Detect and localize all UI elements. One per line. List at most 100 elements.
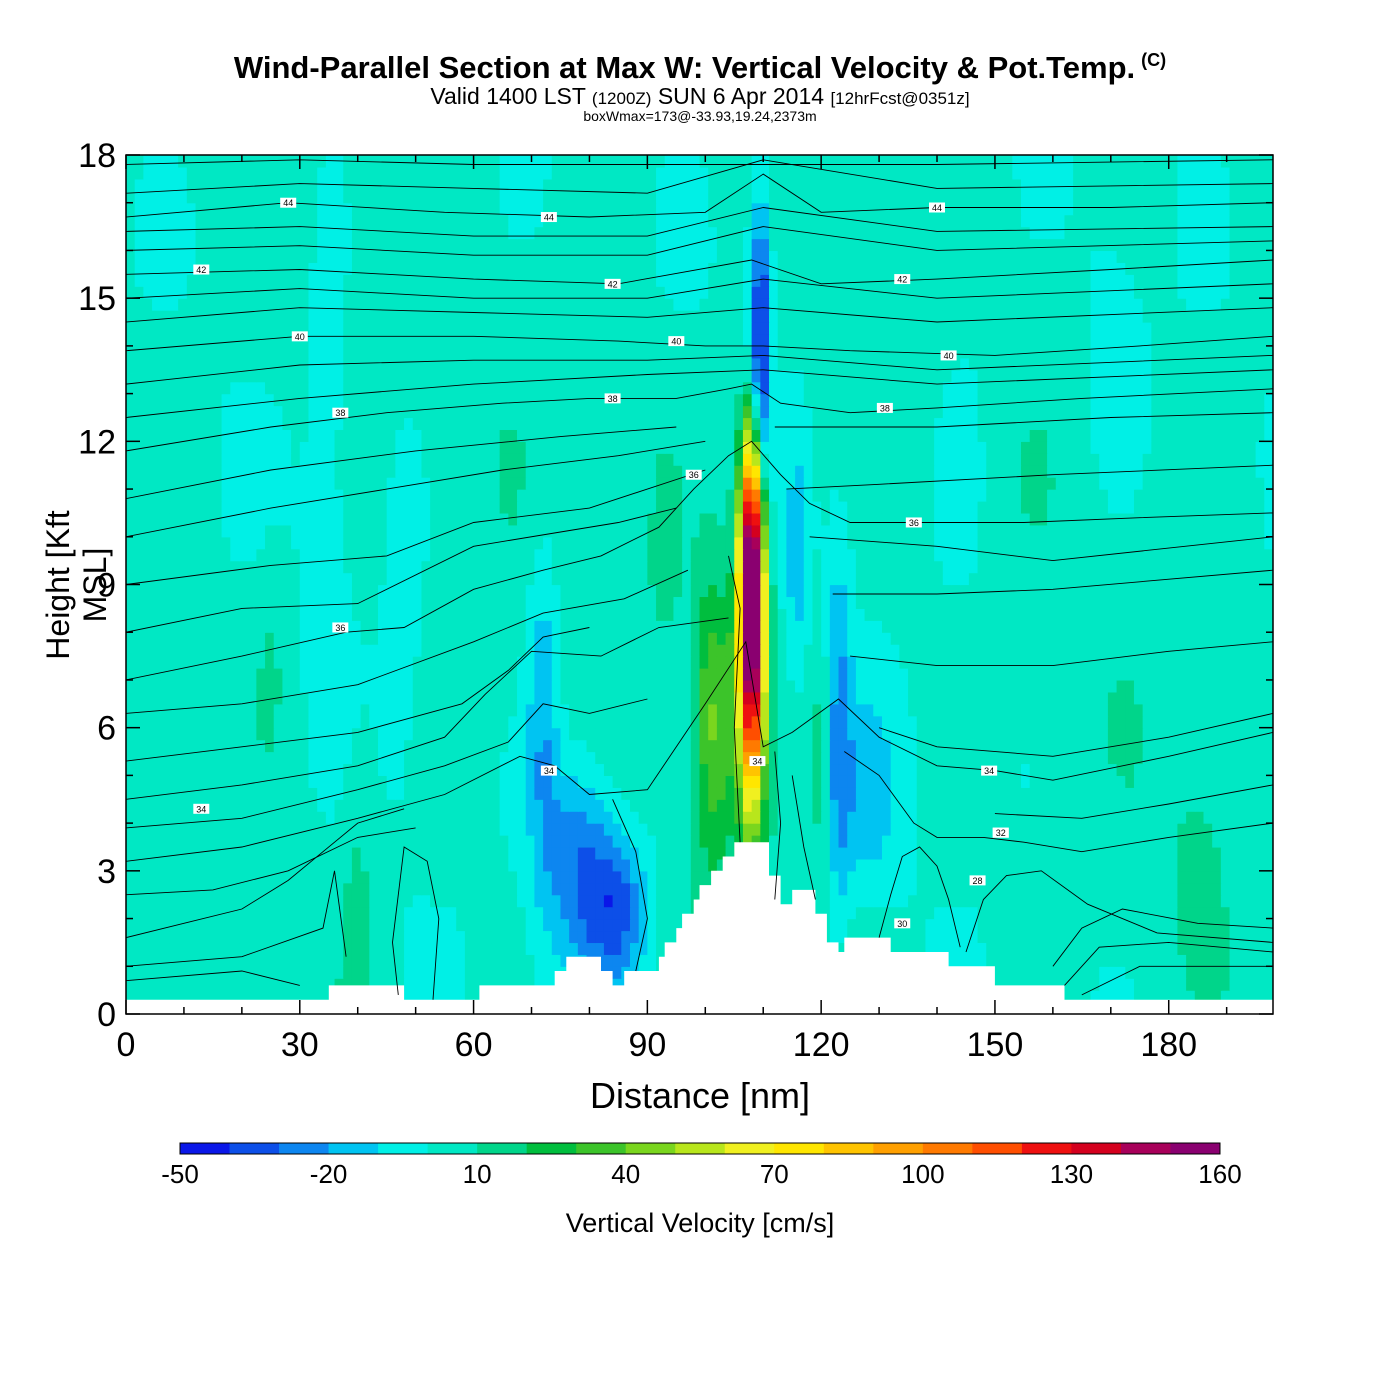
w-cell	[864, 835, 874, 848]
w-cell	[586, 644, 596, 657]
w-cell	[256, 584, 266, 598]
w-cell	[890, 679, 900, 693]
w-cell	[1021, 632, 1031, 645]
w-cell	[1003, 882, 1013, 896]
w-cell	[751, 632, 761, 645]
w-cell	[690, 715, 701, 729]
w-cell	[126, 679, 136, 693]
w-cell	[1177, 679, 1187, 693]
w-cell	[377, 799, 388, 812]
w-cell	[942, 715, 953, 729]
w-cell	[1012, 608, 1022, 621]
w-cell	[256, 942, 266, 955]
w-cell	[986, 787, 996, 800]
w-cell	[143, 846, 153, 860]
w-cell	[942, 930, 953, 944]
w-cell	[812, 668, 822, 681]
w-cell	[212, 715, 223, 729]
w-cell	[960, 739, 970, 753]
w-cell	[134, 787, 144, 800]
w-cell	[230, 882, 240, 896]
w-cell	[864, 763, 874, 776]
w-cell	[1142, 787, 1152, 800]
w-cell	[360, 787, 370, 800]
w-cell	[369, 835, 379, 848]
w-cell	[204, 775, 214, 788]
w-cell	[934, 763, 944, 776]
w-cell	[1125, 608, 1135, 621]
w-cell	[838, 751, 848, 765]
w-cell	[1160, 715, 1170, 729]
w-cell	[1212, 620, 1222, 633]
w-cell	[551, 632, 562, 645]
w-cell	[595, 930, 605, 944]
w-cell	[178, 596, 188, 609]
w-cell	[621, 644, 631, 657]
w-cell	[317, 990, 327, 1003]
w-cell	[186, 644, 197, 657]
w-cell	[152, 715, 162, 729]
w-cell	[1029, 930, 1039, 944]
w-cell	[464, 727, 475, 741]
w-cell	[1203, 894, 1213, 908]
w-cell	[1194, 656, 1205, 669]
w-cell	[569, 751, 579, 765]
w-cell	[1081, 787, 1092, 800]
w-cell	[925, 811, 935, 824]
w-cell	[212, 608, 223, 621]
w-cell	[942, 739, 953, 753]
w-cell	[1255, 715, 1265, 729]
w-cell	[1194, 584, 1205, 598]
w-cell	[438, 560, 449, 574]
w-cell	[908, 894, 918, 908]
w-cell	[699, 858, 709, 872]
w-cell	[212, 930, 223, 944]
w-cell	[968, 775, 979, 788]
w-cell	[143, 560, 153, 574]
w-cell	[1099, 954, 1109, 967]
w-cell	[986, 858, 996, 872]
w-cell	[499, 560, 509, 574]
w-cell	[273, 858, 284, 872]
w-cell	[925, 584, 935, 598]
w-cell	[664, 811, 675, 824]
w-cell	[569, 835, 579, 848]
w-cell	[134, 906, 144, 920]
w-cell	[1246, 703, 1257, 717]
w-cell	[265, 882, 275, 896]
w-cell	[256, 918, 266, 932]
w-cell	[994, 572, 1005, 586]
w-cell	[838, 584, 848, 598]
w-cell	[595, 668, 605, 681]
w-cell	[438, 584, 449, 598]
w-cell	[438, 596, 449, 609]
w-cell	[586, 882, 596, 896]
w-cell	[769, 727, 779, 741]
w-cell	[1125, 942, 1135, 955]
w-cell	[256, 954, 266, 967]
w-cell	[482, 620, 492, 633]
w-cell	[282, 620, 292, 633]
w-cell	[942, 775, 953, 788]
w-cell	[1177, 572, 1187, 586]
w-cell	[1107, 584, 1118, 598]
w-cell	[777, 644, 787, 657]
w-cell	[977, 775, 987, 788]
chart-title-text: Wind-Parallel Section at Max W: Vertical…	[233, 50, 1136, 85]
w-cell	[143, 811, 153, 824]
w-cell	[543, 656, 553, 669]
w-cell	[386, 870, 396, 884]
w-cell	[769, 775, 779, 788]
w-cell	[430, 775, 440, 788]
w-cell	[247, 918, 257, 932]
w-cell	[699, 799, 709, 812]
w-cell	[934, 620, 944, 633]
w-cell	[629, 751, 640, 765]
w-cell	[412, 906, 423, 920]
w-cell	[777, 668, 787, 681]
w-cell	[708, 763, 718, 776]
w-cell	[473, 608, 483, 621]
w-cell	[456, 739, 466, 753]
w-cell	[1220, 775, 1231, 788]
w-cell	[438, 751, 449, 765]
